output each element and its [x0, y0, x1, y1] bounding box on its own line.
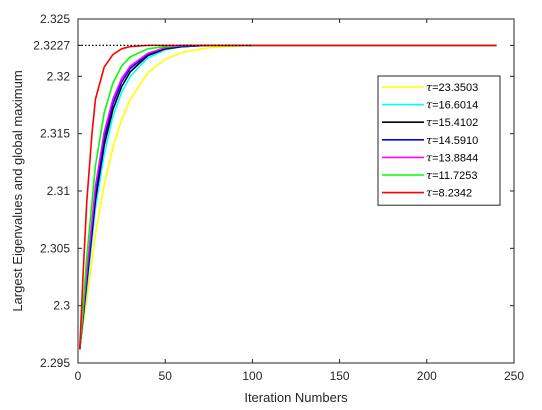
y-tick-label: 2.32: [47, 69, 71, 83]
tau-symbol: τ: [426, 81, 433, 94]
y-tick-label: 2.305: [40, 241, 70, 255]
tau-symbol: τ: [426, 187, 433, 200]
tau-value: =15.4102: [432, 117, 478, 129]
tau-symbol: τ: [426, 151, 433, 164]
y-tick-label: 2.325: [40, 12, 70, 26]
x-tick-label: 200: [417, 369, 437, 383]
tau-value: =11.7253: [432, 170, 477, 182]
y-tick-label: 2.3: [53, 299, 70, 313]
tau-value: =16.6014: [432, 100, 478, 112]
y-axis-title: Largest Eigenvalues and global maximum: [10, 70, 25, 311]
x-tick-label: 50: [159, 369, 173, 383]
tau-value: =14.5910: [432, 135, 478, 147]
legend-label-4: τ=14.5910: [426, 134, 478, 147]
tau-symbol: τ: [426, 116, 433, 129]
x-tick-label: 150: [330, 369, 350, 383]
x-axis-title: Iteration Numbers: [244, 390, 348, 405]
tau-symbol: τ: [426, 169, 433, 182]
legend-label-1: τ=23.3503: [426, 81, 478, 94]
x-tick-label: 100: [242, 369, 262, 383]
legend-label-3: τ=15.4102: [426, 116, 478, 129]
y-tick-label: 2.3227: [33, 38, 70, 52]
tau-symbol: τ: [426, 134, 433, 147]
series-line-7: [78, 44, 497, 350]
tau-value: =23.3503: [432, 82, 478, 94]
legend-label-5: τ=13.8844: [426, 151, 478, 164]
legend-label-6: τ=11.7253: [426, 169, 477, 182]
x-tick-label: 250: [504, 369, 524, 383]
tau-symbol: τ: [426, 99, 433, 112]
legend-label-2: τ=16.6014: [426, 99, 478, 112]
tau-value: =13.8844: [432, 152, 478, 164]
y-tick-label: 2.31: [47, 184, 71, 198]
x-tick-label: 0: [75, 369, 82, 383]
series-layer: [78, 44, 497, 350]
legend-label-7: τ=8.2342: [426, 187, 472, 200]
y-tick-label: 2.295: [40, 356, 70, 370]
tick-layer: 0 50 100 150 200 250 2.295 2.3 2.305 2.31 2.315 2.3…: [33, 12, 524, 383]
tau-value: =8.2342: [432, 188, 472, 200]
plot-area: [78, 44, 497, 350]
legend: τ=23.3503τ=16.6014τ=15.4102τ=14.5910τ=13…: [377, 75, 501, 206]
y-tick-label: 2.315: [40, 127, 70, 141]
